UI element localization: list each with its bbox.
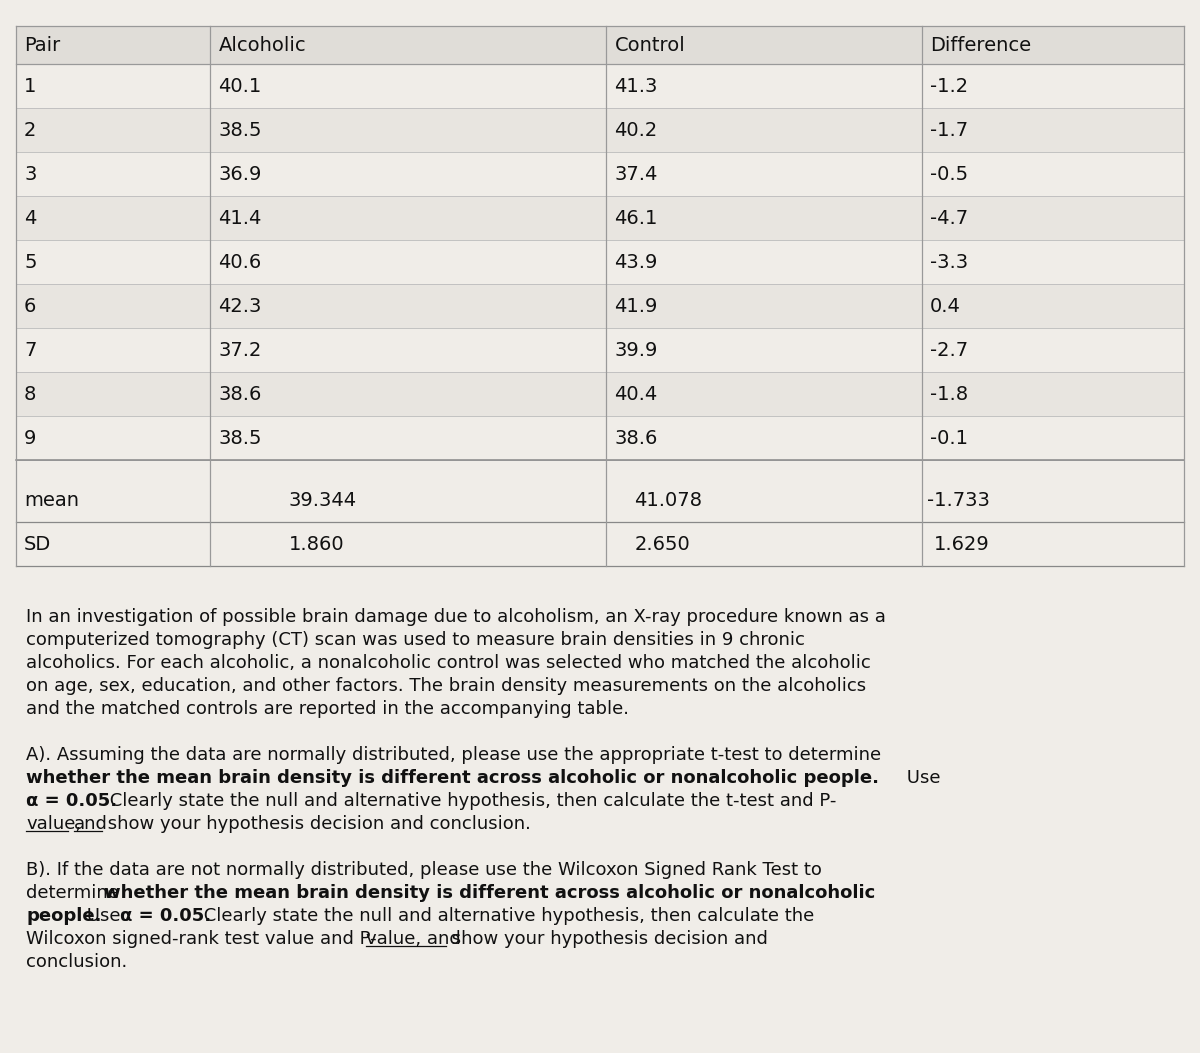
Text: 40.1: 40.1 bbox=[218, 77, 262, 96]
Text: 38.6: 38.6 bbox=[614, 429, 658, 448]
Bar bbox=[16, 26, 1184, 64]
Bar bbox=[16, 284, 1184, 329]
Text: and: and bbox=[74, 815, 108, 833]
Text: 39.9: 39.9 bbox=[614, 341, 658, 360]
Text: 41.4: 41.4 bbox=[218, 208, 262, 227]
Bar bbox=[16, 240, 1184, 284]
Text: B). If the data are not normally distributed, please use the Wilcoxon Signed Ran: B). If the data are not normally distrib… bbox=[26, 861, 822, 879]
Text: 1: 1 bbox=[24, 77, 36, 96]
Text: 6: 6 bbox=[24, 297, 36, 316]
Text: 43.9: 43.9 bbox=[614, 253, 658, 272]
Text: alcoholics. For each alcoholic, a nonalcoholic control was selected who matched : alcoholics. For each alcoholic, a nonalc… bbox=[26, 654, 871, 672]
Text: 8: 8 bbox=[24, 384, 36, 403]
Text: -4.7: -4.7 bbox=[930, 208, 968, 227]
Text: 7: 7 bbox=[24, 341, 36, 360]
Text: -3.3: -3.3 bbox=[930, 253, 968, 272]
Bar bbox=[16, 108, 1184, 153]
Text: -1.8: -1.8 bbox=[930, 384, 968, 403]
Text: 4: 4 bbox=[24, 208, 36, 227]
Text: whether the mean brain density is different across alcoholic or nonalcoholic: whether the mean brain density is differ… bbox=[104, 885, 875, 902]
Text: people.: people. bbox=[26, 908, 102, 926]
Bar bbox=[16, 373, 1184, 416]
Text: α = 0.05.: α = 0.05. bbox=[26, 792, 118, 811]
Text: 39.344: 39.344 bbox=[288, 491, 356, 510]
Text: 2.650: 2.650 bbox=[635, 535, 690, 554]
Text: 40.4: 40.4 bbox=[614, 384, 658, 403]
Text: Alcoholic: Alcoholic bbox=[218, 36, 306, 55]
Text: 1.860: 1.860 bbox=[288, 535, 344, 554]
Text: show your hypothesis decision and conclusion.: show your hypothesis decision and conclu… bbox=[102, 815, 530, 833]
Text: 9: 9 bbox=[24, 429, 36, 448]
Text: show your hypothesis decision and: show your hypothesis decision and bbox=[446, 930, 768, 949]
Text: 38.5: 38.5 bbox=[218, 429, 262, 448]
Text: α = 0.05.: α = 0.05. bbox=[120, 908, 211, 926]
Text: 41.078: 41.078 bbox=[635, 491, 702, 510]
Text: mean: mean bbox=[24, 491, 79, 510]
Text: Use: Use bbox=[82, 908, 126, 926]
Text: and the matched controls are reported in the accompanying table.: and the matched controls are reported in… bbox=[26, 700, 629, 718]
Text: on age, sex, education, and other factors. The brain density measurements on the: on age, sex, education, and other factor… bbox=[26, 677, 866, 695]
Text: determine: determine bbox=[26, 885, 125, 902]
Text: Use: Use bbox=[901, 770, 941, 788]
Text: 1.629: 1.629 bbox=[935, 535, 990, 554]
Text: 46.1: 46.1 bbox=[614, 208, 658, 227]
Text: In an investigation of possible brain damage due to alcoholism, an X-ray procedu: In an investigation of possible brain da… bbox=[26, 609, 886, 627]
Text: 37.4: 37.4 bbox=[614, 165, 658, 184]
Text: SD: SD bbox=[24, 535, 52, 554]
Text: 0.4: 0.4 bbox=[930, 297, 961, 316]
Text: whether the mean brain density is different across alcoholic or nonalcoholic peo: whether the mean brain density is differ… bbox=[26, 770, 878, 788]
Bar bbox=[16, 196, 1184, 240]
Bar bbox=[16, 522, 1184, 567]
Text: 36.9: 36.9 bbox=[218, 165, 262, 184]
Text: -1.2: -1.2 bbox=[930, 77, 968, 96]
Text: Control: Control bbox=[614, 36, 685, 55]
Bar bbox=[16, 416, 1184, 460]
Text: 2: 2 bbox=[24, 121, 36, 140]
Text: A). Assuming the data are normally distributed, please use the appropriate t-tes: A). Assuming the data are normally distr… bbox=[26, 747, 881, 764]
Text: 37.2: 37.2 bbox=[218, 341, 262, 360]
Text: 40.6: 40.6 bbox=[218, 253, 262, 272]
Text: 40.2: 40.2 bbox=[614, 121, 658, 140]
Text: -1.7: -1.7 bbox=[930, 121, 968, 140]
Text: 41.9: 41.9 bbox=[614, 297, 658, 316]
Text: value,: value, bbox=[26, 815, 82, 833]
Text: Pair: Pair bbox=[24, 36, 60, 55]
Text: 38.6: 38.6 bbox=[218, 384, 262, 403]
Text: Difference: Difference bbox=[930, 36, 1031, 55]
Bar bbox=[16, 329, 1184, 373]
Text: 5: 5 bbox=[24, 253, 36, 272]
Text: conclusion.: conclusion. bbox=[26, 953, 127, 971]
Text: value, and: value, and bbox=[366, 930, 461, 949]
Text: Wilcoxon signed-rank test value and P-: Wilcoxon signed-rank test value and P- bbox=[26, 930, 377, 949]
Text: -1.733: -1.733 bbox=[928, 491, 990, 510]
Text: 3: 3 bbox=[24, 165, 36, 184]
Text: Clearly state the null and alternative hypothesis, then calculate the: Clearly state the null and alternative h… bbox=[198, 908, 815, 926]
Bar bbox=[16, 478, 1184, 522]
Text: 38.5: 38.5 bbox=[218, 121, 262, 140]
Text: 41.3: 41.3 bbox=[614, 77, 658, 96]
Text: computerized tomography (CT) scan was used to measure brain densities in 9 chron: computerized tomography (CT) scan was us… bbox=[26, 632, 805, 650]
Text: -0.1: -0.1 bbox=[930, 429, 968, 448]
Bar bbox=[16, 64, 1184, 108]
Text: -0.5: -0.5 bbox=[930, 165, 968, 184]
Text: Clearly state the null and alternative hypothesis, then calculate the t-test and: Clearly state the null and alternative h… bbox=[104, 792, 836, 811]
Text: 42.3: 42.3 bbox=[218, 297, 262, 316]
Bar bbox=[16, 153, 1184, 196]
Text: -2.7: -2.7 bbox=[930, 341, 968, 360]
